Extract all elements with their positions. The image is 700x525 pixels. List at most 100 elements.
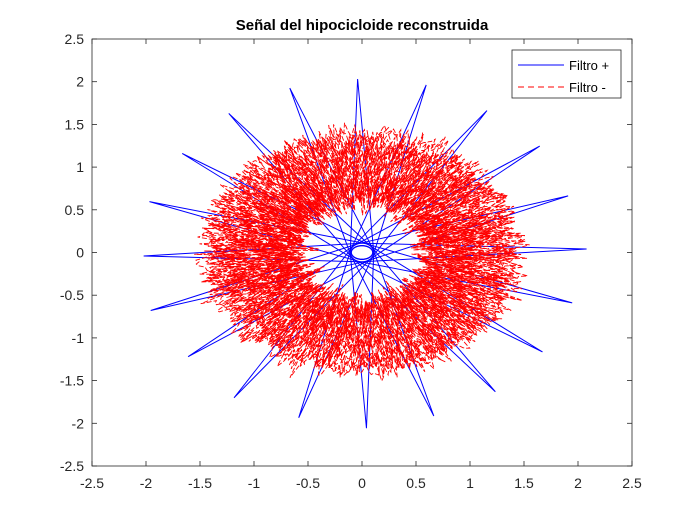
red-spur bbox=[432, 291, 435, 293]
red-spur bbox=[231, 291, 239, 294]
red-spur bbox=[405, 189, 413, 196]
red-spur bbox=[302, 274, 305, 278]
red-spur bbox=[473, 163, 480, 168]
red-spur bbox=[347, 306, 350, 309]
red-spur bbox=[387, 187, 394, 194]
red-spur bbox=[229, 308, 232, 312]
red-spur bbox=[345, 302, 348, 304]
red-spur bbox=[319, 147, 326, 155]
red-spur bbox=[255, 184, 258, 187]
red-spur bbox=[225, 281, 235, 284]
red-spur bbox=[313, 333, 320, 339]
red-spur bbox=[385, 358, 388, 368]
y-tick-label: 2 bbox=[76, 74, 84, 90]
red-spur bbox=[295, 349, 300, 357]
red-spur bbox=[283, 169, 287, 177]
red-spur bbox=[470, 310, 474, 315]
red-spur bbox=[209, 274, 220, 277]
red-spur bbox=[266, 226, 269, 228]
red-spur bbox=[223, 265, 227, 269]
red-spur bbox=[485, 306, 495, 310]
red-spur bbox=[281, 191, 288, 199]
red-spur bbox=[401, 189, 403, 193]
red-spur bbox=[408, 153, 412, 158]
red-spur bbox=[383, 126, 390, 133]
red-spur bbox=[485, 198, 488, 201]
red-spur bbox=[420, 193, 429, 199]
red-spur bbox=[417, 215, 420, 218]
red-spur bbox=[377, 308, 382, 313]
y-tick-label: -1.5 bbox=[60, 373, 84, 389]
red-spur bbox=[401, 301, 407, 306]
red-spur bbox=[391, 362, 393, 368]
red-spur bbox=[508, 249, 512, 252]
red-spur bbox=[417, 220, 423, 223]
red-spur bbox=[441, 196, 448, 201]
red-spur bbox=[365, 146, 370, 153]
red-spur bbox=[317, 349, 320, 357]
red-spur bbox=[373, 335, 376, 342]
red-spur bbox=[316, 155, 320, 158]
red-spur bbox=[417, 200, 424, 205]
red-spur bbox=[253, 187, 256, 191]
red-spur bbox=[395, 305, 404, 313]
red-spur bbox=[244, 310, 255, 318]
red-spur bbox=[282, 257, 294, 261]
red-spur bbox=[229, 271, 241, 278]
red-spur bbox=[426, 256, 439, 260]
red-spur bbox=[344, 186, 350, 195]
red-spur bbox=[429, 295, 434, 298]
red-spur bbox=[454, 292, 464, 297]
red-spur bbox=[303, 137, 308, 146]
red-spur bbox=[344, 327, 349, 335]
red-spur bbox=[287, 244, 294, 247]
red-spur bbox=[355, 366, 359, 376]
red-spur bbox=[344, 350, 347, 352]
red-spur bbox=[338, 139, 343, 144]
red-spur bbox=[427, 154, 430, 157]
red-spur bbox=[490, 296, 496, 299]
plot-content bbox=[143, 78, 587, 429]
red-spur bbox=[459, 198, 466, 204]
red-spur bbox=[420, 258, 433, 261]
red-spur bbox=[323, 312, 329, 318]
red-spur bbox=[277, 235, 281, 239]
y-axis: 2.5 2 1.5 1 0.5 0 -0.5 -1 -1.5 -2 -2.5 bbox=[60, 31, 632, 474]
red-spur bbox=[288, 208, 296, 213]
red-spur bbox=[330, 304, 337, 313]
y-tick-label: -2 bbox=[72, 415, 85, 431]
red-spur bbox=[236, 240, 245, 244]
red-spur bbox=[459, 320, 462, 324]
red-spur bbox=[369, 136, 374, 139]
red-spur bbox=[385, 173, 390, 177]
red-spur bbox=[265, 290, 271, 295]
red-spur bbox=[418, 268, 430, 274]
red-spur bbox=[279, 327, 290, 334]
red-spur bbox=[338, 331, 343, 335]
red-spur bbox=[341, 171, 343, 174]
red-spur bbox=[463, 242, 470, 247]
red-spur bbox=[404, 334, 410, 344]
red-spur bbox=[385, 319, 387, 324]
red-spur bbox=[215, 238, 227, 241]
red-spur bbox=[202, 280, 213, 282]
plot-area bbox=[92, 39, 632, 466]
red-spur bbox=[341, 302, 346, 309]
red-spur bbox=[432, 327, 437, 335]
red-spur bbox=[270, 337, 279, 345]
red-spur bbox=[430, 351, 433, 360]
red-spur bbox=[321, 357, 328, 366]
red-spur bbox=[301, 290, 306, 294]
red-spur bbox=[247, 318, 255, 323]
red-spur bbox=[412, 329, 420, 336]
red-spur bbox=[387, 152, 391, 157]
red-spur bbox=[305, 179, 312, 185]
red-spur bbox=[497, 303, 500, 306]
red-spur bbox=[319, 332, 326, 339]
red-strand bbox=[234, 160, 488, 351]
red-spur bbox=[452, 149, 455, 154]
red-spur bbox=[446, 181, 453, 190]
red-spur bbox=[385, 132, 388, 134]
red-spur bbox=[302, 216, 310, 221]
red-spur bbox=[420, 236, 431, 240]
